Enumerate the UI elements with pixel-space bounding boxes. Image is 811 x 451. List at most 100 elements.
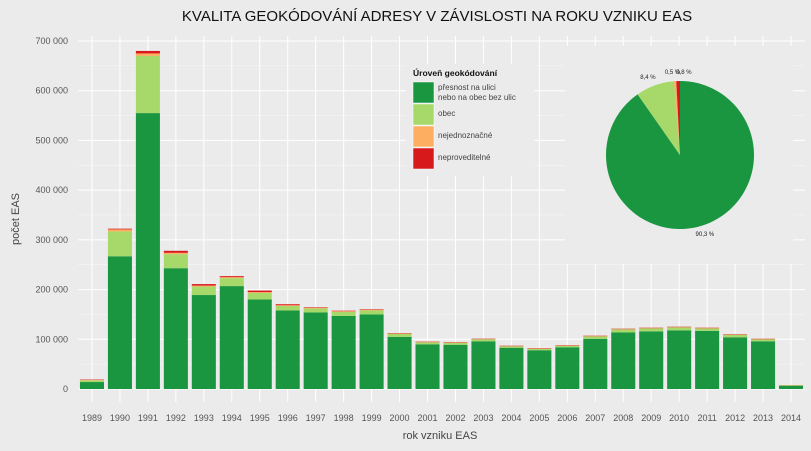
chart-title: KVALITA GEOKÓDOVÁNÍ ADRESY V ZÁVISLOSTI … <box>182 8 692 25</box>
bar-segment <box>639 328 664 332</box>
bar-segment <box>163 254 188 269</box>
bar-segment <box>79 380 105 383</box>
pie-slice <box>606 81 755 229</box>
bar-segment <box>219 277 244 279</box>
x-tick-label: 2009 <box>641 413 661 423</box>
legend-swatch <box>412 81 435 104</box>
bar-segment <box>135 53 160 56</box>
x-tick-label: 2004 <box>501 413 521 423</box>
x-tick-label: 2006 <box>557 413 577 423</box>
bar-segment <box>331 311 356 312</box>
bar-segment <box>359 314 384 389</box>
bar-segment <box>107 256 132 389</box>
pie-slice <box>637 81 680 155</box>
x-axis: 1989 1990 1991 1992 1993 1994 1995 1996 1997 1998… <box>82 413 801 423</box>
y-axis-label: počet EAS <box>10 193 22 245</box>
x-tick-label: 1996 <box>278 413 298 423</box>
legend-swatch <box>412 125 435 148</box>
bar-segment <box>191 285 216 287</box>
bar-segment <box>415 344 440 389</box>
bar-segment <box>359 310 384 315</box>
legend-label: nejednoznačné <box>438 131 493 140</box>
y-tick-label: 700 000 <box>35 36 68 46</box>
pie-slice-label: 0,5 % <box>665 70 681 76</box>
legend-label-line: přesnost na ulici <box>438 83 496 92</box>
bar-segment <box>135 50 160 54</box>
legend-title: Úroveň geokódování <box>413 67 498 78</box>
x-tick-label: 2000 <box>390 413 410 423</box>
bar-segment <box>527 350 552 389</box>
legend-label: přesnost na ulici nebo na obec bez ulic <box>438 83 516 102</box>
pie-slice <box>673 81 680 155</box>
y-tick-label: 400 000 <box>35 185 68 195</box>
pie-slice-label: 0,8 % <box>676 70 692 76</box>
bar-segment <box>163 252 188 255</box>
y-tick-label: 200 000 <box>35 285 68 295</box>
legend: Úroveň geokódování přesnost na ulici nebo… <box>406 64 534 176</box>
bar-segment <box>247 292 272 294</box>
bar-segment <box>191 284 216 286</box>
legend-label-line: neproveditelné <box>438 153 491 162</box>
bar-segment <box>555 345 580 348</box>
bar-segment <box>723 334 748 338</box>
x-tick-label: 1997 <box>306 413 326 423</box>
bar-segment <box>499 347 524 389</box>
legend-label: neproveditelné <box>438 153 491 162</box>
bar-segment <box>583 338 608 389</box>
bar-segment <box>527 348 552 351</box>
bar-segment <box>303 308 328 313</box>
bar-segment <box>107 231 132 257</box>
bar-segment <box>443 344 468 389</box>
bar-segment <box>667 330 692 389</box>
bar-segment <box>359 309 384 311</box>
bar-segment <box>639 331 664 389</box>
bar-segment <box>723 337 748 389</box>
bar-segment <box>499 346 524 348</box>
x-tick-label: 2003 <box>473 413 493 423</box>
bar-segment <box>247 290 272 293</box>
x-tick-label: 1995 <box>250 413 270 423</box>
legend-swatch <box>412 147 435 170</box>
x-tick-label: 1989 <box>82 413 102 423</box>
bar-segment <box>471 339 496 342</box>
bar-segment <box>219 276 244 278</box>
bar-segment <box>611 332 636 389</box>
bar-segment <box>79 382 105 389</box>
bar-segment <box>583 336 608 339</box>
y-tick-label: 300 000 <box>35 235 68 245</box>
legend-label: obec <box>438 109 455 118</box>
bar-segment <box>611 329 636 333</box>
bars <box>79 50 804 389</box>
bar-segment <box>163 250 188 253</box>
bar-segment <box>135 113 160 389</box>
bar-segment <box>303 312 328 389</box>
bar-segment <box>107 229 132 232</box>
x-tick-label: 2012 <box>725 413 745 423</box>
y-tick-label: 100 000 <box>35 334 68 344</box>
x-tick-label: 2005 <box>529 413 549 423</box>
bar-segment <box>443 342 468 345</box>
x-tick-label: 2001 <box>418 413 438 423</box>
y-tick-label: 0 <box>63 384 68 394</box>
x-tick-label: 1993 <box>194 413 214 423</box>
bar-segment <box>275 305 300 311</box>
bar-segment <box>695 330 720 389</box>
bar-segment <box>275 304 300 306</box>
x-tick-label: 1990 <box>110 413 130 423</box>
x-tick-label: 2007 <box>585 413 605 423</box>
bar-segment <box>695 328 720 331</box>
bar-segment <box>331 315 356 389</box>
bar-segment <box>275 305 300 306</box>
x-tick-label: 2011 <box>697 413 716 423</box>
pie-slice-label: 90,3 % <box>696 232 715 238</box>
x-tick-label: 1992 <box>166 413 186 423</box>
bar-segment <box>191 295 216 389</box>
pie-chart: 90,3 % 8,4 % 0,5 %0,8 % <box>565 46 793 264</box>
bar-segment <box>219 278 244 287</box>
pie-slice-label: 8,4 % <box>640 75 656 81</box>
x-tick-label: 2014 <box>781 413 801 423</box>
bar-segment <box>471 341 496 389</box>
bar-segment <box>247 299 272 389</box>
x-tick-label: 2002 <box>445 413 465 423</box>
